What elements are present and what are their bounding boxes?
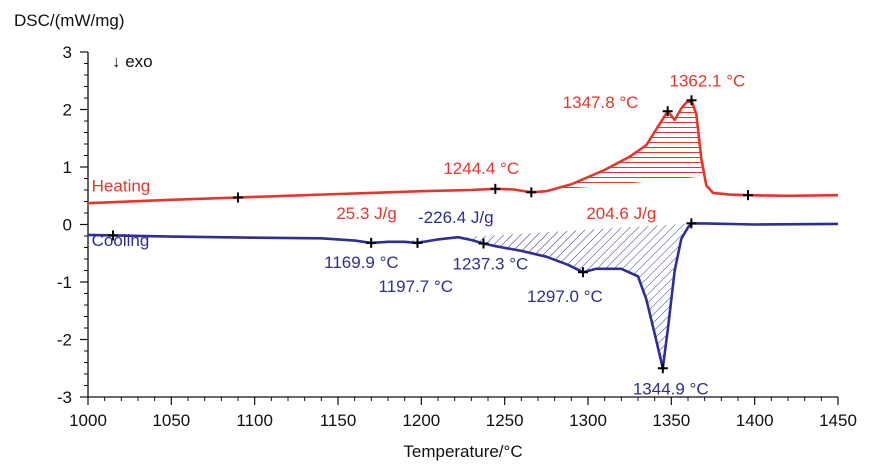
x-tick-label: 1250 — [486, 411, 524, 430]
enthalpy-label: 204.6 J/g — [586, 204, 656, 223]
peak-marker — [578, 267, 588, 278]
peak-label: 1237.3 °C — [453, 254, 529, 273]
series-label-heating: Heating — [92, 177, 151, 196]
x-tick-label: 1350 — [652, 411, 690, 430]
peak-marker — [686, 95, 697, 106]
y-tick-label: 3 — [63, 43, 72, 62]
x-tick-label: 1300 — [569, 411, 607, 430]
x-tick-label: 1100 — [236, 411, 273, 430]
peak-label: 1197.7 °C — [379, 277, 454, 296]
peak-marker — [478, 238, 489, 249]
boundary-marker — [686, 218, 697, 229]
series-label-cooling: Cooling — [92, 231, 150, 250]
exo-direction-label: ↓ exo — [112, 52, 153, 71]
x-tick-label: 1200 — [402, 411, 440, 430]
y-tick-label: 2 — [63, 101, 72, 120]
peak-marker — [657, 363, 668, 374]
enthalpy-label: -226.4 J/g — [418, 208, 494, 227]
peak-label: 1347.8 °C — [563, 93, 639, 112]
x-axis-title: Temperature/°C — [403, 442, 522, 461]
y-tick-label: -2 — [57, 331, 72, 350]
enthalpy-label: 25.3 J/g — [336, 204, 397, 223]
y-tick-label: -3 — [57, 388, 72, 407]
x-tick-label: 1450 — [819, 411, 857, 430]
peak-marker — [412, 237, 423, 248]
boundary-marker — [743, 190, 753, 201]
boundary-marker — [233, 192, 243, 203]
x-tick-label: 1050 — [152, 411, 190, 430]
peak-marker — [490, 183, 501, 194]
boundary-marker — [526, 187, 537, 198]
x-tick-label: 1400 — [736, 411, 774, 430]
peak-label: 1169.9 °C — [324, 253, 399, 272]
cooling-peak-area — [371, 223, 692, 369]
peak-marker — [662, 106, 673, 117]
series-line-cooling — [87, 222, 839, 370]
x-tick-label: 1150 — [320, 411, 357, 430]
y-tick-label: 1 — [63, 158, 72, 177]
y-tick-label: 0 — [63, 216, 72, 235]
boundary-marker — [108, 230, 118, 241]
peak-label: 1362.1 °C — [670, 71, 746, 90]
y-axis-title: DSC/(mW/mg) — [14, 11, 124, 30]
series-line-heating — [87, 99, 839, 205]
peak-marker — [366, 237, 377, 248]
peak-label: 1344.9 °C — [633, 379, 709, 398]
peak-label: 1244.4 °C — [443, 159, 519, 178]
x-tick-label: 1000 — [69, 411, 107, 430]
y-tick-label: -1 — [57, 273, 72, 292]
peak-label: 1297.0 °C — [527, 287, 603, 306]
